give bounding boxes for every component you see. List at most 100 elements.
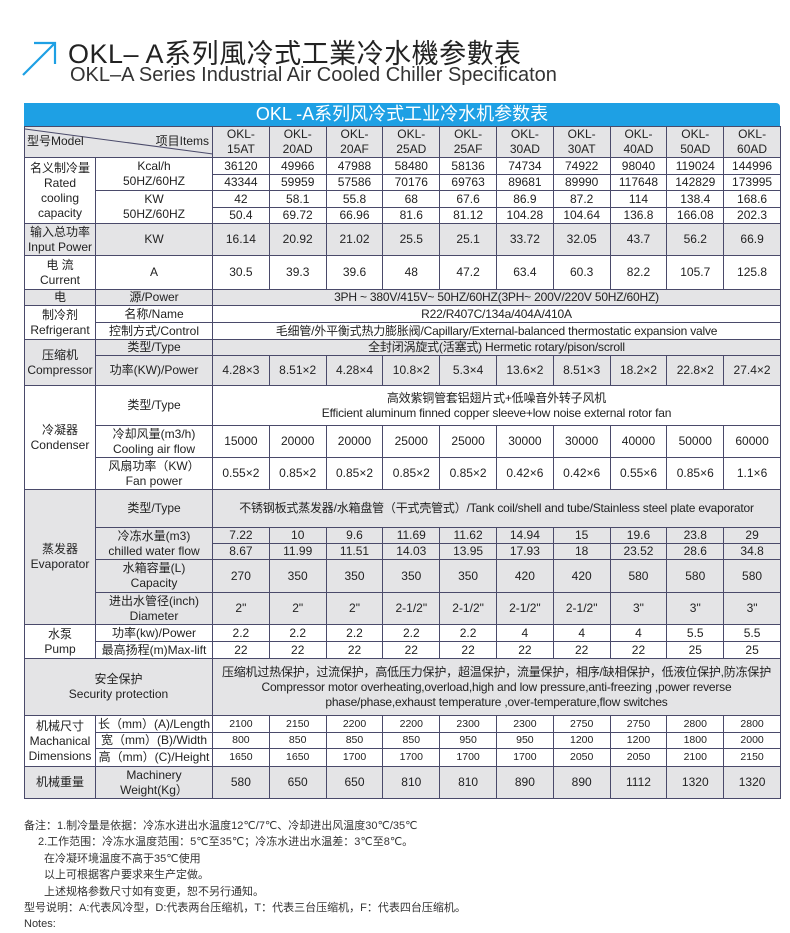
item-cell: Machinery Weight(Kg）: [95, 766, 213, 799]
value-cell: 0.55×2: [212, 457, 270, 490]
value-cell: 1.1×6: [723, 457, 781, 490]
value-cell: 2.2: [268, 624, 327, 642]
item-cell: KW: [95, 223, 213, 256]
value-cell: 11.51: [325, 543, 384, 560]
value-cell: 5.5: [723, 624, 781, 642]
value-cell: 22.8×2: [666, 355, 725, 386]
value-cell: 3": [723, 592, 781, 625]
value-cell: 1700: [325, 748, 384, 767]
value-cell: 5.5: [666, 624, 725, 642]
value-cell: 104.28: [495, 207, 554, 224]
spanning-value-cell: 3PH ~ 380V/415V~ 50HZ/60HZ(3PH~ 200V/220…: [212, 289, 781, 306]
value-cell: 202.3: [723, 207, 781, 224]
note-line: 在冷凝环境温度不高于35℃使用: [44, 852, 201, 865]
value-cell: 20000: [268, 425, 327, 458]
value-cell: 82.2: [609, 255, 668, 290]
page-subtitle: OKL–A Series Industrial Air Cooled Chill…: [70, 64, 557, 86]
value-cell: 2150: [268, 715, 327, 733]
item-cell: 进出水管径(inch) Diameter: [95, 592, 213, 625]
category-cell: 输入总功率 Input Power: [24, 223, 96, 256]
value-cell: 42: [212, 190, 270, 208]
value-cell: 420: [495, 559, 554, 593]
value-cell: 25: [666, 641, 725, 659]
value-cell: 2800: [666, 715, 725, 733]
value-cell: 89681: [495, 174, 554, 191]
category-cell: 机械重量: [24, 766, 96, 799]
value-cell: 11.62: [439, 527, 497, 544]
value-cell: 22: [212, 641, 270, 659]
table-row: 输入总功率 Input Power KW 16.14 20.92 21.02 25.5 25…: [24, 223, 781, 256]
value-cell: 0.85×6: [666, 457, 725, 490]
value-cell: 1320: [723, 766, 781, 799]
value-cell: 40000: [609, 425, 668, 458]
value-cell: 350: [439, 559, 497, 593]
value-cell: 58.1: [268, 190, 327, 208]
model-header: OKL- 20AD: [268, 126, 327, 158]
value-cell: 43344: [212, 174, 270, 191]
value-cell: 2050: [552, 748, 611, 767]
value-cell: 32.05: [552, 223, 611, 256]
value-cell: 850: [382, 732, 441, 749]
value-cell: 144996: [723, 157, 781, 175]
value-cell: 48: [382, 255, 441, 290]
category-cell: 机械尺寸 Machanical Dimensions: [24, 715, 96, 767]
spanning-value-cell: 毛细管/外平衡式热力膨胀阀/Capillary/External-balance…: [212, 322, 781, 340]
item-cell: 宽（mm）(B)/Width: [95, 732, 213, 749]
value-cell: 2.2: [439, 624, 497, 642]
value-cell: 580: [723, 559, 781, 593]
value-cell: 17.93: [495, 543, 554, 560]
value-cell: 420: [552, 559, 611, 593]
value-cell: 270: [212, 559, 270, 593]
value-cell: 142829: [666, 174, 725, 191]
arrow-up-right-icon: [22, 41, 57, 76]
value-cell: 14.94: [495, 527, 554, 544]
value-cell: 18: [552, 543, 611, 560]
value-cell: 25000: [439, 425, 497, 458]
spanning-value-cell: 高效紫铜管套铝翅片式+低噪音外转子风机 Efficient aluminum f…: [212, 385, 781, 426]
value-cell: 58480: [382, 157, 441, 175]
item-cell: 源/Power: [95, 289, 213, 306]
value-cell: 1200: [552, 732, 611, 749]
model-header: OKL- 60AD: [723, 126, 781, 158]
value-cell: 890: [495, 766, 554, 799]
value-cell: 59959: [268, 174, 327, 191]
value-cell: 8.67: [212, 543, 270, 560]
value-cell: 166.08: [666, 207, 725, 224]
value-cell: 22: [495, 641, 554, 659]
value-cell: 350: [382, 559, 441, 593]
value-cell: 104.64: [552, 207, 611, 224]
value-cell: 10: [268, 527, 327, 544]
value-cell: 14.03: [382, 543, 441, 560]
value-cell: 4.28×4: [325, 355, 384, 386]
value-cell: 2000: [723, 732, 781, 749]
table-row: 制冷剂 Refrigerant 名称/Name R22/R407C/134a/404…: [24, 305, 781, 340]
value-cell: 49966: [268, 157, 327, 175]
item-cell: 功率(kw)/Power: [95, 624, 213, 642]
value-cell: 168.6: [723, 190, 781, 208]
value-cell: 47.2: [439, 255, 497, 290]
table-row: 控制方式/Control 毛细管/外平衡式热力膨胀阀/Capillary/Exte…: [25, 322, 781, 340]
value-cell: 43.7: [609, 223, 668, 256]
value-cell: 2150: [723, 748, 781, 767]
value-cell: 29: [723, 527, 781, 544]
item-cell: 类型/Type: [95, 385, 213, 426]
table-row: 机械尺寸 Machanical Dimensions 长（mm）(A)/Lengt…: [24, 715, 781, 767]
model-header: OKL- 30AD: [495, 126, 554, 158]
value-cell: 20000: [325, 425, 384, 458]
value-cell: 25000: [382, 425, 441, 458]
model-label: 型号Model: [27, 134, 84, 148]
category-cell: 名义制冷量 Rated cooling capacity: [24, 157, 96, 224]
value-cell: 22: [268, 641, 327, 659]
header-model-items-cell: 型号Model 项目Items: [24, 126, 213, 158]
value-cell: 4.28×3: [212, 355, 270, 386]
item-cell: 名称/Name: [95, 305, 213, 323]
value-cell: 50.4: [212, 207, 270, 224]
value-cell: 138.4: [666, 190, 725, 208]
value-cell: 1700: [439, 748, 497, 767]
value-cell: 28.6: [666, 543, 725, 560]
value-cell: 55.8: [325, 190, 384, 208]
item-cell: Kcal/h 50HZ/60HZ: [95, 157, 213, 191]
value-cell: 56.2: [666, 223, 725, 256]
table-row: 安全保护 Security protection 压缩机过热保护，过流保护，高低压…: [24, 658, 781, 716]
value-cell: 21.02: [325, 223, 384, 256]
